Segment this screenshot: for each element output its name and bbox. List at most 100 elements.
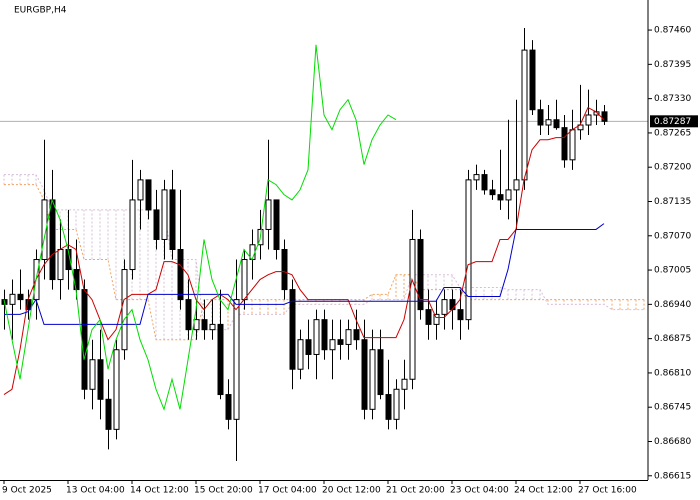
y-tick-label: 0.87395 xyxy=(654,60,691,70)
candle-body xyxy=(329,339,336,351)
candle-body xyxy=(521,49,528,181)
candle-body xyxy=(185,299,192,331)
candle-body xyxy=(305,339,312,355)
candle-body xyxy=(553,119,560,129)
candle-body xyxy=(497,194,504,201)
candle-body xyxy=(281,248,288,291)
y-tick-label: 0.87005 xyxy=(654,266,691,276)
y-tick-label: 0.86745 xyxy=(654,403,691,413)
candle-body xyxy=(321,319,328,351)
x-tick-label: 23 Oct 04:00 xyxy=(450,486,509,496)
candle-body xyxy=(81,289,88,390)
candle-body xyxy=(369,349,376,410)
candle-body xyxy=(441,299,448,315)
candle-body xyxy=(49,199,56,281)
candle-body xyxy=(449,299,456,311)
x-tick-label: 15 Oct 20:00 xyxy=(194,486,253,496)
x-tick-label: 14 Oct 12:00 xyxy=(130,486,189,496)
indicator-line xyxy=(4,223,605,325)
x-tick-label: 21 Oct 20:00 xyxy=(386,486,445,496)
candle-body xyxy=(169,189,176,250)
y-tick-label: 0.86615 xyxy=(654,471,691,481)
x-tick-label: 17 Oct 04:00 xyxy=(258,486,317,496)
candle-body xyxy=(409,238,416,380)
candle-body xyxy=(337,339,344,345)
indicator-line xyxy=(3,44,397,411)
candle-body xyxy=(417,238,424,311)
candle-body xyxy=(113,349,120,430)
candle-body xyxy=(273,199,280,250)
y-tick-label: 0.87460 xyxy=(654,26,691,36)
candle-body xyxy=(481,174,488,191)
candle-body xyxy=(73,269,80,291)
candle-body xyxy=(145,179,152,211)
candle-body xyxy=(177,248,184,301)
candle-body xyxy=(41,199,48,261)
candle-body xyxy=(265,199,272,230)
candle-body xyxy=(537,109,544,126)
y-tick-label: 0.87135 xyxy=(654,197,691,207)
candle-body xyxy=(153,209,160,240)
chart-title: EURGBP,H4 xyxy=(14,6,67,16)
candle-body xyxy=(393,388,400,420)
candle-body xyxy=(217,323,224,396)
y-tick-label: 0.87265 xyxy=(654,128,691,138)
candle-body xyxy=(17,293,24,301)
cloud-span-b xyxy=(4,174,644,331)
candle-body xyxy=(513,179,520,191)
candle-body xyxy=(569,129,576,161)
candle-body xyxy=(57,248,64,281)
candle-body xyxy=(193,319,200,331)
candle-body xyxy=(129,199,136,271)
candle-body xyxy=(465,179,472,321)
y-tick-label: 0.87330 xyxy=(654,94,691,104)
candle-body xyxy=(289,289,296,370)
candle-body xyxy=(233,299,240,420)
x-tick-label: 24 Oct 12:00 xyxy=(514,486,573,496)
x-tick-label: 20 Oct 12:00 xyxy=(322,486,381,496)
candle-body xyxy=(385,394,392,420)
x-tick-label: 27 Oct 16:00 xyxy=(578,486,637,496)
candle-body xyxy=(505,189,512,201)
candle-body xyxy=(345,329,352,345)
candle-body xyxy=(473,174,480,181)
candle-body xyxy=(9,293,16,305)
candle-body xyxy=(489,189,496,196)
candle-body xyxy=(137,179,144,201)
candle-body xyxy=(313,319,320,355)
candle-body xyxy=(377,349,384,396)
candle-body xyxy=(529,49,536,111)
current-price-box xyxy=(650,115,698,128)
candle-body xyxy=(433,313,440,325)
candle-body xyxy=(89,359,96,390)
y-tick-label: 0.86940 xyxy=(654,300,691,310)
y-tick-label: 0.87070 xyxy=(654,231,691,241)
candle-body xyxy=(353,329,360,341)
candle-body xyxy=(201,319,208,331)
candle-body xyxy=(561,127,568,161)
candle-body xyxy=(361,339,368,410)
current-price-label: 0.87287 xyxy=(654,117,691,127)
candle-body xyxy=(425,309,432,325)
candle-body xyxy=(121,269,128,351)
x-tick-label: 9 Oct 2025 xyxy=(2,486,52,496)
candle-body xyxy=(585,114,592,126)
candle-body xyxy=(225,394,232,420)
indicator-line xyxy=(3,106,605,395)
candle-body xyxy=(545,119,552,126)
candle-body xyxy=(209,323,216,331)
plot-layer xyxy=(0,27,648,462)
x-tick-label: 13 Oct 04:00 xyxy=(66,486,125,496)
candle-body xyxy=(161,189,168,240)
candle-body xyxy=(97,359,104,400)
y-tick-label: 0.86810 xyxy=(654,368,691,378)
candle-body xyxy=(601,111,608,122)
candle-body xyxy=(297,339,304,370)
candle-body xyxy=(457,309,464,321)
y-tick-label: 0.86680 xyxy=(654,437,691,447)
candle-body xyxy=(241,259,248,301)
candle-body xyxy=(105,398,112,430)
